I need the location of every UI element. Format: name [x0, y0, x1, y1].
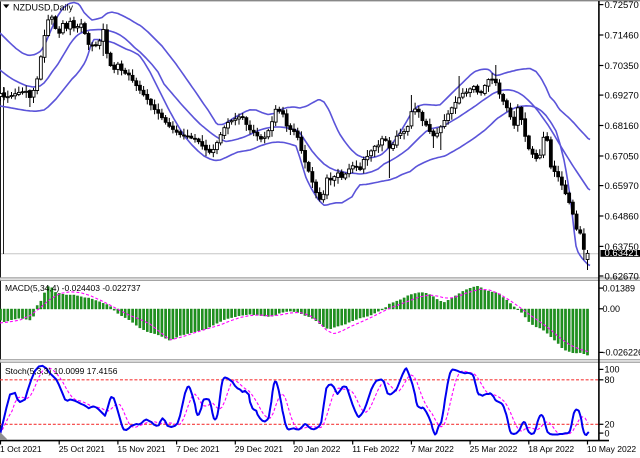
svg-text:25 Mar 2022: 25 Mar 2022	[470, 444, 518, 454]
svg-text:25 Oct 2021: 25 Oct 2021	[59, 444, 106, 454]
svg-text:80: 80	[605, 375, 615, 385]
svg-text:0.67050: 0.67050	[605, 151, 639, 162]
svg-text:Stoch(5,3,3) 10.0099 17.4156: Stoch(5,3,3) 10.0099 17.4156	[5, 366, 118, 376]
svg-text:1 Oct 2021: 1 Oct 2021	[0, 444, 42, 454]
svg-text:MACD(5,34,4) -0.024403 -0.0227: MACD(5,34,4) -0.024403 -0.022737	[5, 283, 141, 293]
svg-text:0.64860: 0.64860	[605, 211, 639, 222]
svg-text:-0.026226: -0.026226	[603, 348, 640, 358]
svg-text:0.00: 0.00	[603, 304, 621, 314]
svg-text:0.62670: 0.62670	[605, 271, 639, 282]
svg-text:0: 0	[605, 428, 610, 438]
svg-text:7 Mar 2022: 7 Mar 2022	[411, 444, 454, 454]
svg-text:0.71460: 0.71460	[605, 30, 639, 41]
svg-text:10 May 2022: 10 May 2022	[587, 444, 636, 454]
svg-text:0.70350: 0.70350	[605, 61, 639, 72]
svg-text:0.65970: 0.65970	[605, 181, 639, 192]
svg-text:7 Dec 2021: 7 Dec 2021	[176, 444, 220, 454]
svg-text:11 Feb 2022: 11 Feb 2022	[352, 444, 399, 454]
svg-text:0.69270: 0.69270	[605, 91, 639, 102]
svg-text:20: 20	[605, 420, 615, 430]
svg-text:18 Apr 2022: 18 Apr 2022	[528, 444, 574, 454]
svg-text:NZDUSD,Daily: NZDUSD,Daily	[13, 2, 74, 12]
svg-text:0.72570: 0.72570	[605, 0, 639, 11]
svg-text:20 Jan 2022: 20 Jan 2022	[294, 444, 341, 454]
svg-text:100: 100	[605, 365, 620, 375]
svg-text:0.68160: 0.68160	[605, 121, 639, 132]
svg-text:15 Nov 2021: 15 Nov 2021	[117, 444, 165, 454]
svg-text:0.63750: 0.63750	[605, 242, 639, 253]
svg-text:0.01389: 0.01389	[603, 283, 636, 293]
svg-text:29 Dec 2021: 29 Dec 2021	[235, 444, 283, 454]
svg-text:0.63421: 0.63421	[605, 248, 639, 259]
